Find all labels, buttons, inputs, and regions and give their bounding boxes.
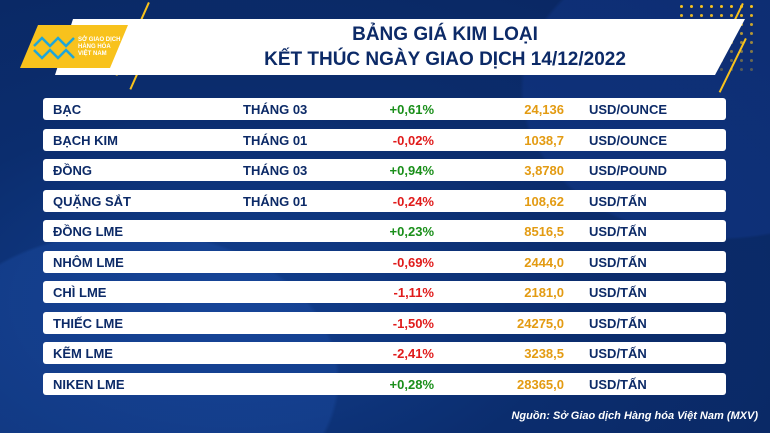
title-line-1: BẢNG GIÁ KIM LOẠI (352, 24, 538, 45)
logo-line: HÀNG HÓA (78, 44, 111, 50)
dot (750, 14, 753, 17)
commodity-name: QUẶNG SẮT (53, 193, 131, 209)
contract-month: THÁNG 01 (243, 132, 308, 148)
change-percent: -1,11% (393, 285, 434, 300)
table-row: NHÔM LME -0,69% 2444,0 USD/TẤN (43, 250, 726, 273)
unit: USD/TẤN (589, 193, 647, 209)
dot (740, 68, 743, 71)
dot (750, 32, 753, 35)
title-banner (55, 19, 745, 75)
unit: USD/TẤN (589, 254, 647, 270)
dot (740, 59, 743, 62)
price: 28365,0 (517, 376, 564, 392)
table-row: BẠC THÁNG 03 +0,61% 24,136 USD/OUNCE (43, 98, 726, 120)
price: 2444,0 (524, 254, 564, 270)
commodity-name: CHÌ LME (53, 285, 107, 300)
commodity-name: ĐỒNG LME (53, 224, 124, 239)
title-line-2: KẾT THÚC NGÀY GIAO DỊCH 14/12/2022 (264, 49, 626, 70)
dot (680, 14, 683, 17)
dot (700, 14, 703, 17)
logo-text: SỞ GIAO DỊCH HÀNG HÓA VIỆT NAM (78, 37, 138, 58)
dot (750, 68, 753, 71)
logo (20, 25, 128, 68)
dot (740, 32, 743, 35)
change-percent: -0,02% (392, 132, 434, 148)
unit: USD/TẤN (589, 315, 647, 331)
change-percent: -1,50% (392, 315, 434, 331)
source-note: Nguồn: Sở Giao dịch Hàng hóa Việt Nam (M… (511, 410, 758, 422)
dot (750, 41, 753, 44)
commodity-name: BẠCH KIM (53, 132, 118, 148)
table-row: BẠCH KIM THÁNG 01 -0,02% 1038,7 USD/OUNCE (43, 128, 726, 151)
commodity-name: NIKEN LME (53, 376, 125, 392)
dot (680, 5, 683, 8)
commodity-name: ĐỒNG (53, 163, 92, 178)
dot (690, 14, 693, 17)
dot (720, 68, 723, 71)
price: 1038,7 (524, 132, 564, 148)
table-row: CHÌ LME -1,11% 2181,0 USD/TẤN (43, 281, 726, 303)
unit: USD/TẤN (589, 376, 647, 392)
table-row: KẼM LME -2,41% 3238,5 USD/TẤN (43, 342, 726, 364)
dot (750, 5, 753, 8)
change-percent: -0,69% (392, 254, 434, 270)
dot (710, 5, 713, 8)
dot (730, 50, 733, 53)
price: 2181,0 (524, 285, 564, 300)
logo-line: SỞ GIAO DỊCH (78, 37, 121, 43)
dot (750, 23, 753, 26)
logo-line: VIỆT NAM (78, 51, 107, 57)
commodity-name: NHÔM LME (53, 254, 124, 270)
change-percent: +0,23% (389, 224, 434, 239)
commodity-name: THIẾC LME (53, 315, 124, 331)
page-title: BẢNG GIÁ KIM LOẠI KẾT THÚC NGÀY GIAO DỊC… (180, 22, 710, 72)
logo-mark-icon (20, 25, 80, 68)
dot (740, 14, 743, 17)
unit: USD/POUND (589, 163, 668, 178)
price: 24275,0 (517, 315, 564, 331)
change-percent: +0,94% (389, 163, 434, 178)
commodity-name: KẼM LME (53, 346, 113, 361)
contract-month: THÁNG 01 (243, 193, 308, 209)
unit: USD/OUNCE (589, 132, 668, 148)
price: 3,8780 (524, 163, 564, 178)
dot (720, 5, 723, 8)
unit: USD/TẤN (589, 224, 647, 239)
commodity-name: BẠC (53, 102, 82, 117)
table-row: NIKEN LME +0,28% 28365,0 USD/TẤN (43, 372, 726, 395)
change-percent: -0,24% (392, 193, 434, 209)
price: 8516,5 (524, 224, 564, 239)
dot (740, 50, 743, 53)
price: 24,136 (524, 102, 564, 117)
unit: USD/TẤN (589, 285, 647, 300)
table-row: ĐỒNG THÁNG 03 +0,94% 3,8780 USD/POUND (43, 159, 726, 181)
change-percent: +0,61% (389, 102, 434, 117)
table-row: QUẶNG SẮT THÁNG 01 -0,24% 108,62 USD/TẤN (43, 189, 726, 212)
dot (690, 5, 693, 8)
price: 108,62 (524, 193, 564, 209)
dot (730, 59, 733, 62)
dot (720, 14, 723, 17)
price: 3238,5 (524, 346, 564, 361)
table-row: ĐỒNG LME +0,23% 8516,5 USD/TẤN (43, 220, 726, 242)
table-row: THIẾC LME -1,50% 24275,0 USD/TẤN (43, 311, 726, 334)
dot (730, 14, 733, 17)
dot (750, 50, 753, 53)
dot (710, 14, 713, 17)
unit: USD/OUNCE (589, 102, 668, 117)
dot (730, 5, 733, 8)
unit: USD/TẤN (589, 346, 647, 361)
dot (750, 59, 753, 62)
contract-month: THÁNG 03 (243, 102, 308, 117)
contract-month: THÁNG 03 (243, 163, 308, 178)
change-percent: -2,41% (392, 346, 434, 361)
dot (700, 5, 703, 8)
change-percent: +0,28% (389, 376, 434, 392)
